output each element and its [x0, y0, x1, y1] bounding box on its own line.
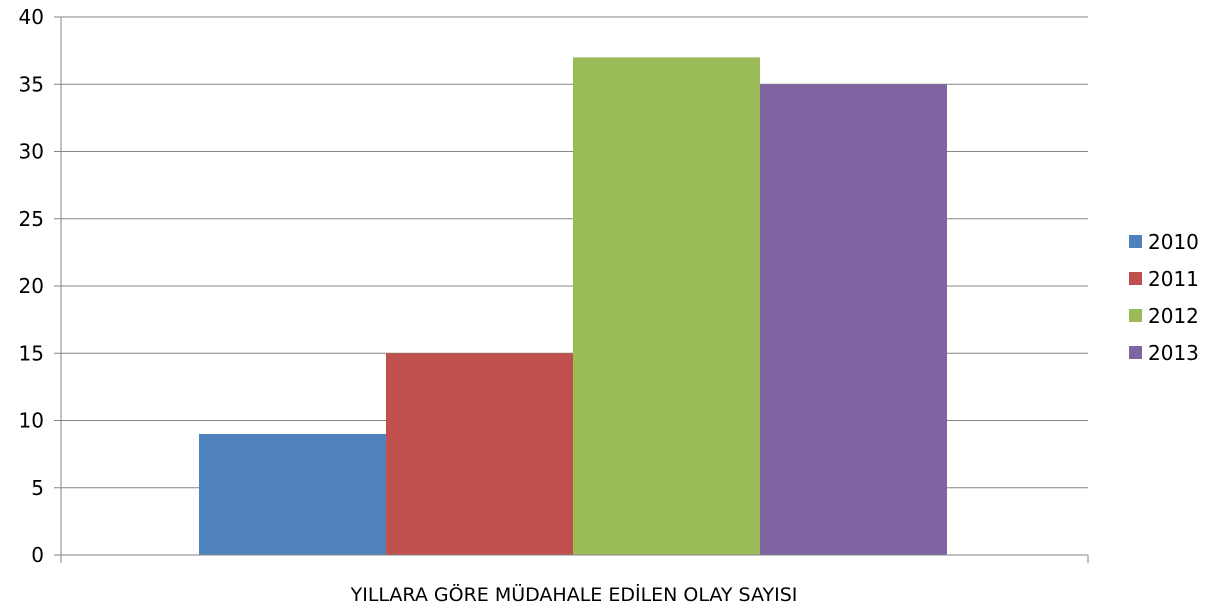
y-axis-tick-labels: 0 5 10 15 20 25 30 35 40	[19, 5, 44, 567]
bar-2010	[199, 433, 386, 555]
bar-2012	[573, 57, 760, 555]
axes	[60, 17, 1089, 563]
legend-swatch-2010	[1129, 235, 1142, 248]
legend-label-2011: 2011	[1148, 267, 1199, 291]
y-tick-label: 20	[19, 274, 44, 298]
legend-swatch-2013	[1129, 346, 1142, 359]
legend-swatch-2011	[1129, 272, 1142, 285]
legend-label-2013: 2013	[1148, 341, 1199, 365]
bars	[199, 57, 947, 555]
y-tick-label: 30	[19, 140, 44, 164]
bar-2013	[760, 84, 947, 555]
legend: 2010 2011 2012 2013	[1129, 230, 1199, 365]
y-tick-label: 0	[31, 543, 44, 567]
y-tick-label: 40	[19, 5, 44, 29]
y-tick-label: 25	[19, 207, 44, 231]
y-tick-label: 15	[19, 341, 44, 365]
legend-swatch-2012	[1129, 309, 1142, 322]
y-tick-label: 10	[19, 409, 44, 433]
legend-label-2012: 2012	[1148, 304, 1199, 328]
legend-label-2010: 2010	[1148, 230, 1199, 254]
bar-2011	[386, 353, 573, 555]
y-tick-label: 35	[19, 72, 44, 96]
category-label: YILLARA GÖRE MÜDAHALE EDİLEN OLAY SAYISI	[350, 583, 798, 606]
y-tick-label: 5	[31, 476, 44, 500]
